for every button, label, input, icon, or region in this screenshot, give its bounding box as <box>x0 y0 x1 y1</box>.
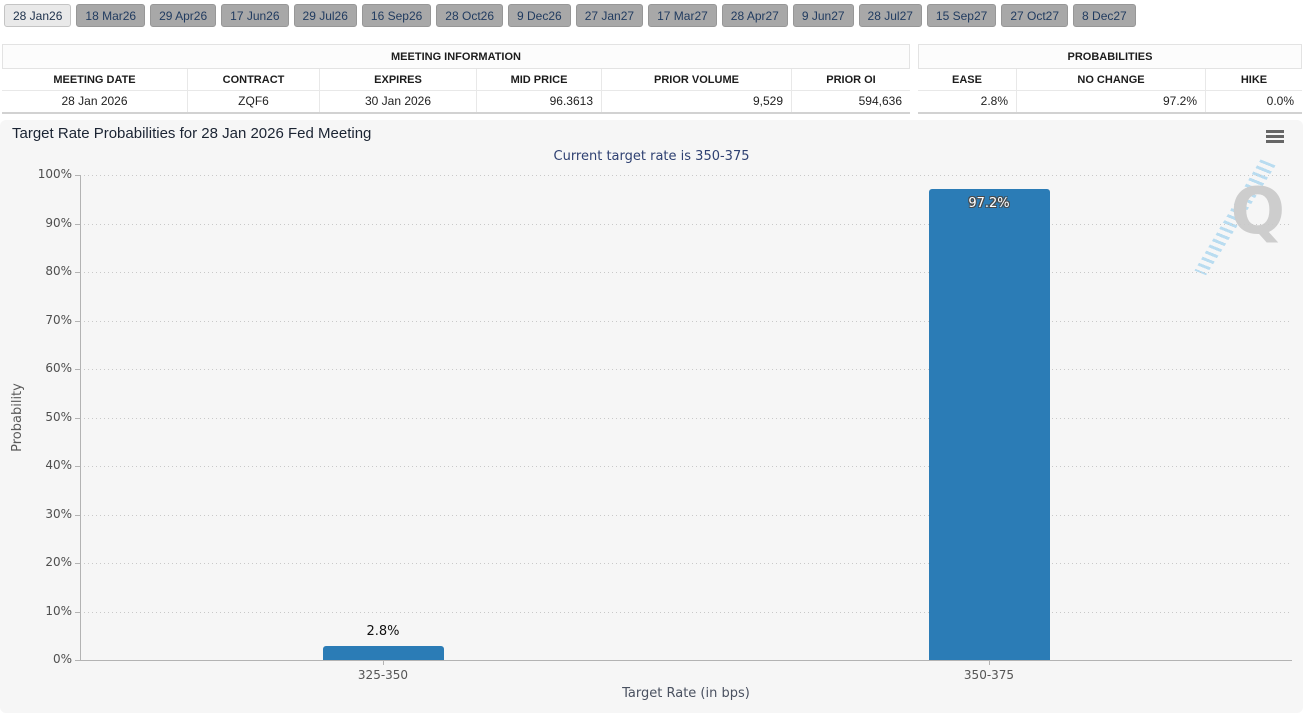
y-tick-mark-70% <box>75 320 80 322</box>
gridline-80% <box>80 272 1292 273</box>
gridline-20% <box>80 563 1292 564</box>
gridline-90% <box>80 223 1292 225</box>
meeting-information-header-row: MEETING DATE CONTRACT EXPIRES MID PRICE PRIO… <box>2 69 910 91</box>
info-tables: MEETING INFORMATION MEETING DATE CONTRACT… <box>2 44 1302 114</box>
quikstrike-watermark-logo: Q <box>1215 172 1285 262</box>
meeting-information-header-expires: EXPIRES <box>320 69 477 91</box>
y-tick-label-100%: 100% <box>37 167 72 181</box>
x-tick-mark-325-350 <box>383 660 384 665</box>
probabilities-value-no-change: 97.2% <box>1017 91 1206 112</box>
y-tick-mark-40% <box>75 466 80 467</box>
y-tick-mark-60% <box>75 369 80 370</box>
meeting-tab-28-apr27[interactable]: 28 Apr27 <box>721 4 788 27</box>
meeting-information-header-mid-price: MID PRICE <box>477 69 602 91</box>
meeting-information-value-mid-price: 96.3613 <box>477 91 602 112</box>
y-tick-mark-100% <box>75 175 80 176</box>
meeting-tab-17-mar27[interactable]: 17 Mar27 <box>648 4 717 27</box>
x-axis-line <box>80 660 1292 661</box>
gridline-100% <box>80 175 1292 176</box>
meeting-tab-18-mar26[interactable]: 18 Mar26 <box>76 4 146 27</box>
y-tick-mark-0% <box>75 660 80 661</box>
y-tick-mark-50% <box>75 417 80 419</box>
probabilities-header-hike: HIKE <box>1206 69 1302 91</box>
meeting-tab-16-sep26[interactable]: 16 Sep26 <box>361 4 432 27</box>
probabilities-header-ease: EASE <box>918 69 1017 91</box>
meeting-information-caption: MEETING INFORMATION <box>2 44 910 69</box>
probabilities-value-hike: 0.0% <box>1266 94 1294 108</box>
probabilities-value-ease: 2.8% <box>918 91 1017 112</box>
y-tick-label-0%: 0% <box>52 652 72 666</box>
y-tick-mark-20% <box>75 563 80 564</box>
chart-subtitle: Current target rate is 350-375 <box>553 149 750 164</box>
meeting-tab-27-jan27[interactable]: 27 Jan27 <box>575 4 644 27</box>
x-tick-mark-350-375 <box>989 660 990 665</box>
y-tick-label-90%: 90% <box>45 215 72 230</box>
gridline-70% <box>80 320 1292 322</box>
meeting-tab-9-dec26[interactable]: 9 Dec26 <box>508 4 571 27</box>
x-category-label-350-375: 350-375 <box>963 668 1015 682</box>
gridline-50% <box>80 417 1292 419</box>
meeting-tab-28-jul27[interactable]: 28 Jul27 <box>858 4 922 27</box>
meeting-tab-9-jun27[interactable]: 9 Jun27 <box>792 4 854 27</box>
y-tick-label-60%: 60% <box>45 361 72 375</box>
meeting-information-value-contract: ZQF6 <box>188 91 320 112</box>
meeting-information-value-meeting-date: 28 Jan 2026 <box>2 91 188 112</box>
meeting-tab-28-oct26[interactable]: 28 Oct26 <box>436 4 503 27</box>
y-tick-mark-10% <box>75 611 80 613</box>
meeting-tab-28-jan26[interactable]: 28 Jan26 <box>4 4 72 27</box>
meeting-tab-29-apr26[interactable]: 29 Apr26 <box>150 4 217 27</box>
meeting-information-header-prior-volume: PRIOR VOLUME <box>602 69 792 91</box>
y-tick-mark-80% <box>75 272 80 273</box>
y-axis-line <box>80 175 81 660</box>
y-tick-mark-30% <box>75 514 80 516</box>
meeting-information-data-row: 28 Jan 2026 ZQF6 30 Jan 2026 96.3613 9,529 59… <box>2 91 910 112</box>
probabilities-header-no-change: NO CHANGE <box>1017 69 1206 91</box>
meeting-information-value-expires: 30 Jan 2026 <box>320 91 477 112</box>
gridline-10% <box>80 611 1292 613</box>
gridline-60% <box>80 369 1292 370</box>
y-tick-label-80%: 80% <box>45 264 72 278</box>
meeting-information-header-prior-oi: PRIOR OI <box>792 69 910 91</box>
probabilities-data-row: 2.8% 97.2% 0.0% <box>918 91 1302 112</box>
y-tick-label-70%: 70% <box>45 312 72 327</box>
gridline-30% <box>80 514 1292 516</box>
meeting-tab-27-oct27[interactable]: 27 Oct27 <box>1001 4 1069 27</box>
y-tick-label-20%: 20% <box>45 555 72 569</box>
meeting-information-header-meeting-date: MEETING DATE <box>2 69 188 91</box>
bar-325-350[interactable] <box>322 646 444 660</box>
y-tick-label-40%: 40% <box>45 458 72 472</box>
probabilities-caption: PROBABILITIES <box>918 44 1302 69</box>
meeting-information-table: MEETING INFORMATION MEETING DATE CONTRACT… <box>2 44 910 114</box>
probability-chart: Target Rate Probabilities for 28 Jan 202… <box>0 120 1303 713</box>
x-axis-title: Target Rate (in bps) <box>622 686 750 701</box>
chart-title: Target Rate Probabilities for 28 Jan 202… <box>12 125 372 142</box>
meeting-tab-29-jul26[interactable]: 29 Jul26 <box>293 4 357 27</box>
probabilities-header-row: EASE NO CHANGE HIKE <box>918 69 1302 91</box>
meeting-tab-8-dec27[interactable]: 8 Dec27 <box>1073 4 1136 27</box>
bar-value-label-350-375: 97.2% <box>968 195 1010 211</box>
probabilities-table: PROBABILITIES EASE NO CHANGE HIKE 2.8% 97.2… <box>918 44 1302 114</box>
y-tick-mark-90% <box>75 223 80 225</box>
x-category-label-325-350: 325-350 <box>357 668 409 682</box>
meeting-information-value-prior-volume: 9,529 <box>602 91 792 112</box>
meeting-date-tabs: 28 Jan26 18 Mar26 29 Apr26 17 Jun26 29 Jul26… <box>4 4 1136 27</box>
meeting-information-value-prior-oi: 594,636 <box>858 94 902 108</box>
meeting-tab-15-sep27[interactable]: 15 Sep27 <box>926 4 997 27</box>
bar-350-375[interactable] <box>928 188 1050 660</box>
meeting-tab-17-jun26[interactable]: 17 Jun26 <box>221 4 289 27</box>
y-tick-label-30%: 30% <box>45 506 72 521</box>
y-axis-title: Probability <box>9 383 25 452</box>
gridline-40% <box>80 466 1292 467</box>
y-tick-label-50%: 50% <box>45 409 72 424</box>
chart-menu-icon[interactable] <box>1266 130 1284 144</box>
meeting-information-header-contract: CONTRACT <box>188 69 320 91</box>
bar-value-label-325-350: 2.8% <box>366 624 400 640</box>
watermark-q-letter: Q <box>1230 175 1285 249</box>
y-tick-label-10%: 10% <box>45 603 72 618</box>
